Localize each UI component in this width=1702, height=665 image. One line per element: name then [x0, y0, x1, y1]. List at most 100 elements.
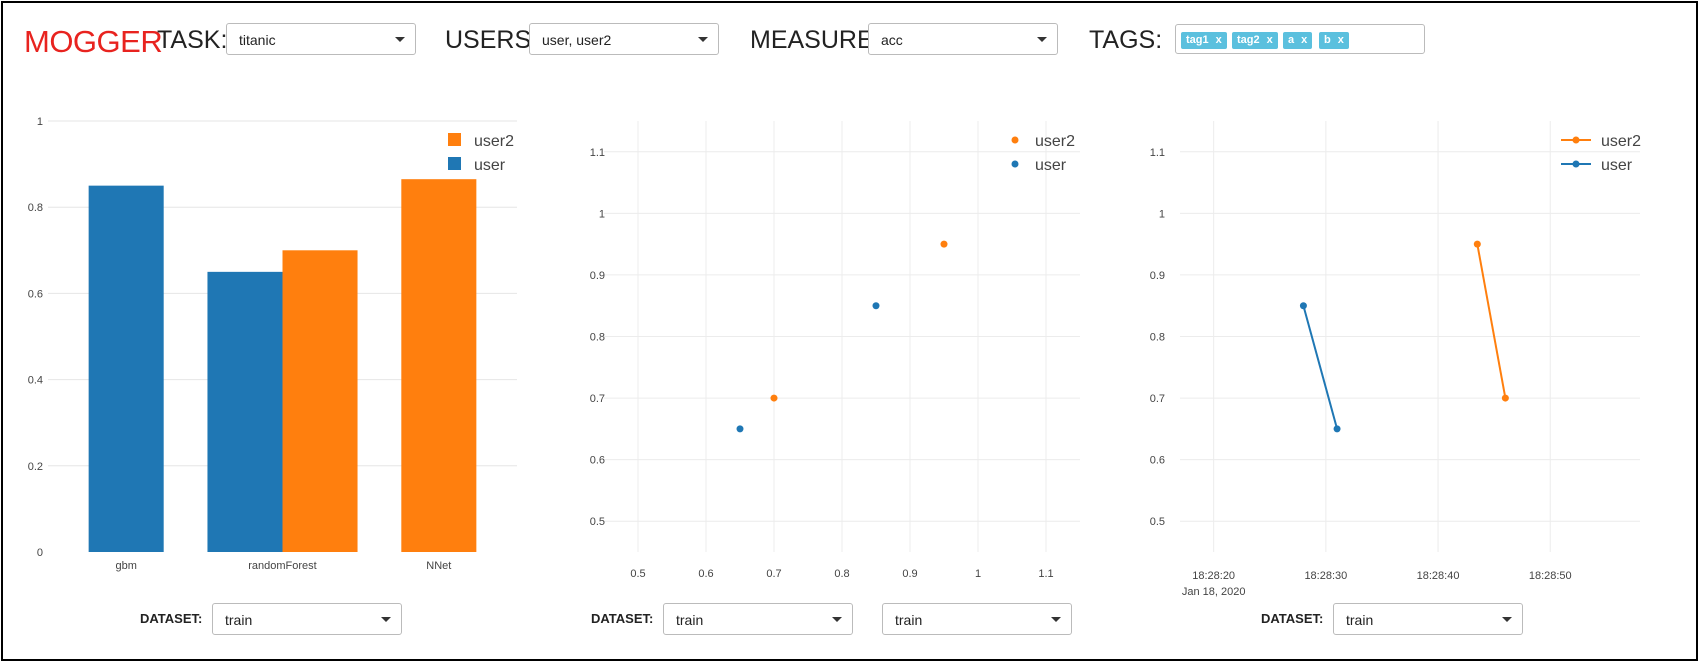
line-y-tick-label: 0.6: [1150, 455, 1165, 467]
bar-y-tick-label: 0: [37, 547, 43, 559]
scatter-y-tick-label: 1.1: [590, 147, 605, 159]
bar-y-tick-label: 0.2: [28, 461, 43, 473]
chevron-down-icon: [1037, 37, 1047, 42]
tags-label: TAGS:: [1089, 26, 1163, 54]
bar-user2: [282, 250, 358, 553]
line-legend-marker: [1572, 136, 1580, 144]
bar-y-tick-label: 1: [37, 116, 43, 128]
bar-x-tick-label: NNet: [426, 560, 451, 572]
chevron-down-icon: [381, 617, 391, 622]
chevron-down-icon: [698, 37, 708, 42]
users-label: USERS:: [445, 26, 539, 54]
chevron-down-icon: [832, 617, 842, 622]
bar-x-tick-label: gbm: [115, 560, 136, 572]
line-x-tick-label: 18:28:20: [1192, 570, 1235, 582]
scatter-y-tick-label: 1: [599, 208, 605, 220]
scatter-x-tick-label: 0.5: [630, 568, 645, 580]
chevron-down-icon: [1502, 617, 1512, 622]
bar-user2: [401, 179, 477, 552]
tag-chip: tag2 x: [1232, 32, 1278, 49]
bar-y-tick-label: 0.8: [28, 202, 43, 214]
scatter-y-tick-label: 0.7: [590, 393, 605, 405]
scatter-dataset-x-select[interactable]: train: [663, 603, 853, 635]
scatter-x-tick-label: 0.8: [834, 568, 849, 580]
scatter-y-tick-label: 0.8: [590, 332, 605, 344]
line-y-tick-label: 0.9: [1150, 270, 1165, 282]
line-legend-marker: [1572, 160, 1580, 168]
scatter-x-tick-label: 0.7: [766, 568, 781, 580]
measure-select-value: acc: [881, 32, 903, 48]
tag-remove-icon[interactable]: x: [1215, 34, 1222, 46]
tag-chip: tag1 x: [1181, 32, 1227, 49]
scatter-y-tick-label: 0.6: [590, 455, 605, 467]
line-series-user2: [1476, 243, 1507, 399]
task-label: TASK:: [157, 26, 228, 54]
scatter-point-user2: [940, 240, 948, 248]
line-y-tick-label: 1: [1159, 208, 1165, 220]
tag-remove-icon[interactable]: x: [1266, 34, 1273, 46]
bar-user: [207, 271, 283, 552]
bar-dataset-select[interactable]: train: [212, 603, 402, 635]
header: MOGGER TASK: titanic USERS: user, user2 …: [0, 18, 1702, 62]
users-select-value: user, user2: [542, 32, 612, 48]
measure-select[interactable]: acc: [868, 23, 1058, 55]
line-point-user2: [1501, 394, 1509, 402]
scatter-dataset-x-value: train: [676, 612, 704, 628]
line-y-tick-label: 0.8: [1150, 332, 1165, 344]
line-y-tick-label: 1.1: [1150, 147, 1165, 159]
bar-dataset-label: DATASET:: [140, 611, 203, 626]
tag-chip-label: a: [1288, 34, 1295, 46]
line-x-tick-label: 18:28:30: [1304, 570, 1347, 582]
line-dataset-select[interactable]: train: [1333, 603, 1523, 635]
line-point-user: [1299, 302, 1307, 310]
chevron-down-icon: [395, 37, 405, 42]
bar-y-tick-label: 0.4: [28, 375, 43, 387]
tag-remove-icon[interactable]: x: [1301, 34, 1308, 46]
scatter-point-user: [736, 425, 744, 433]
task-select-value: titanic: [239, 32, 276, 48]
bar-user: [88, 185, 164, 552]
tag-remove-icon[interactable]: x: [1337, 34, 1344, 46]
logo: MOGGER: [24, 24, 163, 59]
line-x-tick-label: 18:28:50: [1529, 570, 1572, 582]
tag-chip-label: b: [1324, 34, 1331, 46]
bar-x-tick-label: randomForest: [248, 560, 316, 572]
scatter-x-tick-label: 0.6: [698, 568, 713, 580]
bar-legend-swatch: [448, 133, 461, 146]
scatter-point-user2: [770, 394, 778, 402]
line-y-tick-label: 0.5: [1150, 516, 1165, 528]
scatter-point-user: [872, 302, 880, 310]
bar-legend-swatch: [448, 157, 461, 170]
line-series-user: [1302, 305, 1339, 430]
scatter-x-tick-label: 1.1: [1038, 568, 1053, 580]
scatter-dataset-y-value: train: [895, 612, 923, 628]
scatter-y-tick-label: 0.9: [590, 270, 605, 282]
tag-chip-label: tag2: [1237, 34, 1260, 46]
chevron-down-icon: [1051, 617, 1061, 622]
measure-label: MEASURE:: [750, 26, 881, 54]
bar-dataset-value: train: [225, 612, 253, 628]
line-x-date-label: Jan 18, 2020: [1182, 586, 1246, 598]
scatter-x-tick-label: 1: [975, 568, 981, 580]
scatter-legend-label: user: [1035, 157, 1067, 174]
scatter-legend-marker: [1011, 136, 1019, 144]
scatter-y-tick-label: 0.5: [590, 516, 605, 528]
scatter-dataset-y-select[interactable]: train: [882, 603, 1072, 635]
line-point-user: [1333, 425, 1341, 433]
task-select[interactable]: titanic: [226, 23, 416, 55]
line-point-user2: [1473, 240, 1481, 248]
line-legend-label: user: [1601, 157, 1633, 174]
scatter-x-tick-label: 0.9: [902, 568, 917, 580]
line-dataset-label: DATASET:: [1261, 611, 1324, 626]
line-dataset-value: train: [1346, 612, 1374, 628]
bar-y-tick-label: 0.6: [28, 288, 43, 300]
bar-legend-label: user: [474, 157, 506, 174]
line-legend-label: user2: [1601, 133, 1641, 150]
scatter-dataset-label: DATASET:: [591, 611, 654, 626]
users-select[interactable]: user, user2: [529, 23, 719, 55]
line-y-tick-label: 0.7: [1150, 393, 1165, 405]
